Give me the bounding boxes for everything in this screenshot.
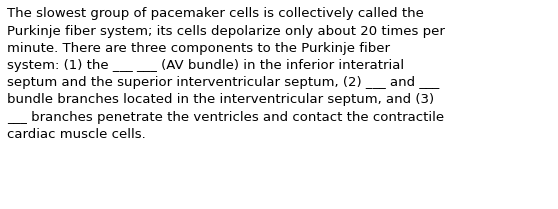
Text: The slowest group of pacemaker cells is collectively called the
Purkinje fiber s: The slowest group of pacemaker cells is … xyxy=(7,7,445,141)
